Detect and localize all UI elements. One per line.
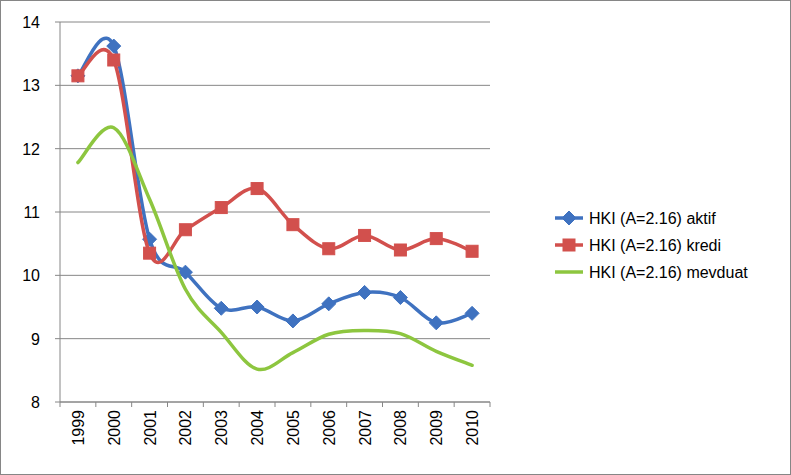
y-tick-label: 10: [22, 267, 40, 284]
marker: [286, 314, 300, 328]
x-tick-label: 2007: [357, 410, 374, 446]
x-tick: [346, 402, 347, 407]
marker: [72, 70, 84, 82]
x-tick-label: 2008: [392, 410, 409, 446]
marker: [393, 291, 407, 305]
legend-label: HKI (A=2.16) aktif: [589, 210, 716, 227]
marker: [144, 247, 156, 259]
chart: 8 9 10 11 12 13 14 1999 2000 2001 2002 2003 2004 2005…: [0, 0, 791, 475]
marker: [465, 306, 479, 320]
x-tick-label: 2004: [249, 410, 266, 446]
x-tick: [382, 402, 383, 407]
grid-line: [60, 148, 490, 149]
x-tick: [310, 402, 311, 407]
x-tick-label: 2001: [142, 410, 159, 446]
x-tick-label: 1999: [70, 410, 87, 446]
x-tick-label: 2005: [285, 410, 302, 446]
marker: [323, 243, 335, 255]
x-tick-label: 2009: [428, 410, 445, 446]
x-tick: [454, 402, 455, 407]
marker: [429, 316, 443, 330]
y-tick: [55, 148, 60, 149]
marker: [359, 229, 371, 241]
grid-line: [60, 338, 490, 339]
marker: [108, 54, 120, 66]
y-tick-label: 13: [22, 77, 40, 94]
y-tick: [55, 338, 60, 339]
y-axis: [60, 22, 61, 402]
y-tick: [55, 85, 60, 86]
marker: [358, 285, 372, 299]
x-tick-label: 2000: [106, 410, 123, 446]
y-tick-label: 11: [23, 204, 40, 221]
x-tick: [131, 402, 132, 407]
series-line: [78, 38, 472, 323]
y-tick: [55, 22, 60, 23]
y-tick: [55, 212, 60, 213]
marker: [563, 239, 575, 251]
plot-area: [71, 38, 479, 369]
grid-line: [60, 212, 490, 213]
x-tick-label: 2002: [177, 410, 194, 446]
y-tick: [55, 275, 60, 276]
marker: [287, 219, 299, 231]
legend-line: [555, 270, 583, 274]
marker: [322, 297, 336, 311]
marker: [250, 300, 264, 314]
marker: [394, 244, 406, 256]
x-tick: [418, 402, 419, 407]
marker: [214, 301, 228, 315]
marker: [251, 183, 263, 195]
chart-border: [1, 1, 791, 475]
x-tick: [275, 402, 276, 407]
y-tick-label: 12: [22, 141, 40, 158]
x-tick: [95, 402, 96, 407]
y-tick: [55, 402, 60, 403]
x-tick-label: 2006: [321, 410, 338, 446]
grid-line: [60, 22, 490, 23]
x-tick-label: 2003: [213, 410, 230, 446]
x-tick-label: 2010: [464, 410, 481, 446]
series-line: [78, 50, 472, 263]
x-tick: [60, 402, 61, 407]
x-tick: [203, 402, 204, 407]
x-tick: [239, 402, 240, 407]
x-tick: [167, 402, 168, 407]
y-tick-label: 8: [31, 394, 40, 411]
grid-line: [60, 275, 490, 276]
marker: [71, 69, 85, 83]
legend-label: HKI (A=2.16) mevduat: [589, 264, 748, 281]
marker: [430, 233, 442, 245]
series-line: [78, 127, 472, 370]
x-tick: [490, 402, 491, 407]
marker: [466, 245, 478, 257]
legend-label: HKI (A=2.16) kredi: [589, 237, 721, 254]
y-tick-label: 9: [31, 331, 40, 348]
marker: [562, 211, 576, 225]
y-tick-label: 14: [22, 14, 40, 31]
marker: [215, 202, 227, 214]
marker: [179, 224, 191, 236]
